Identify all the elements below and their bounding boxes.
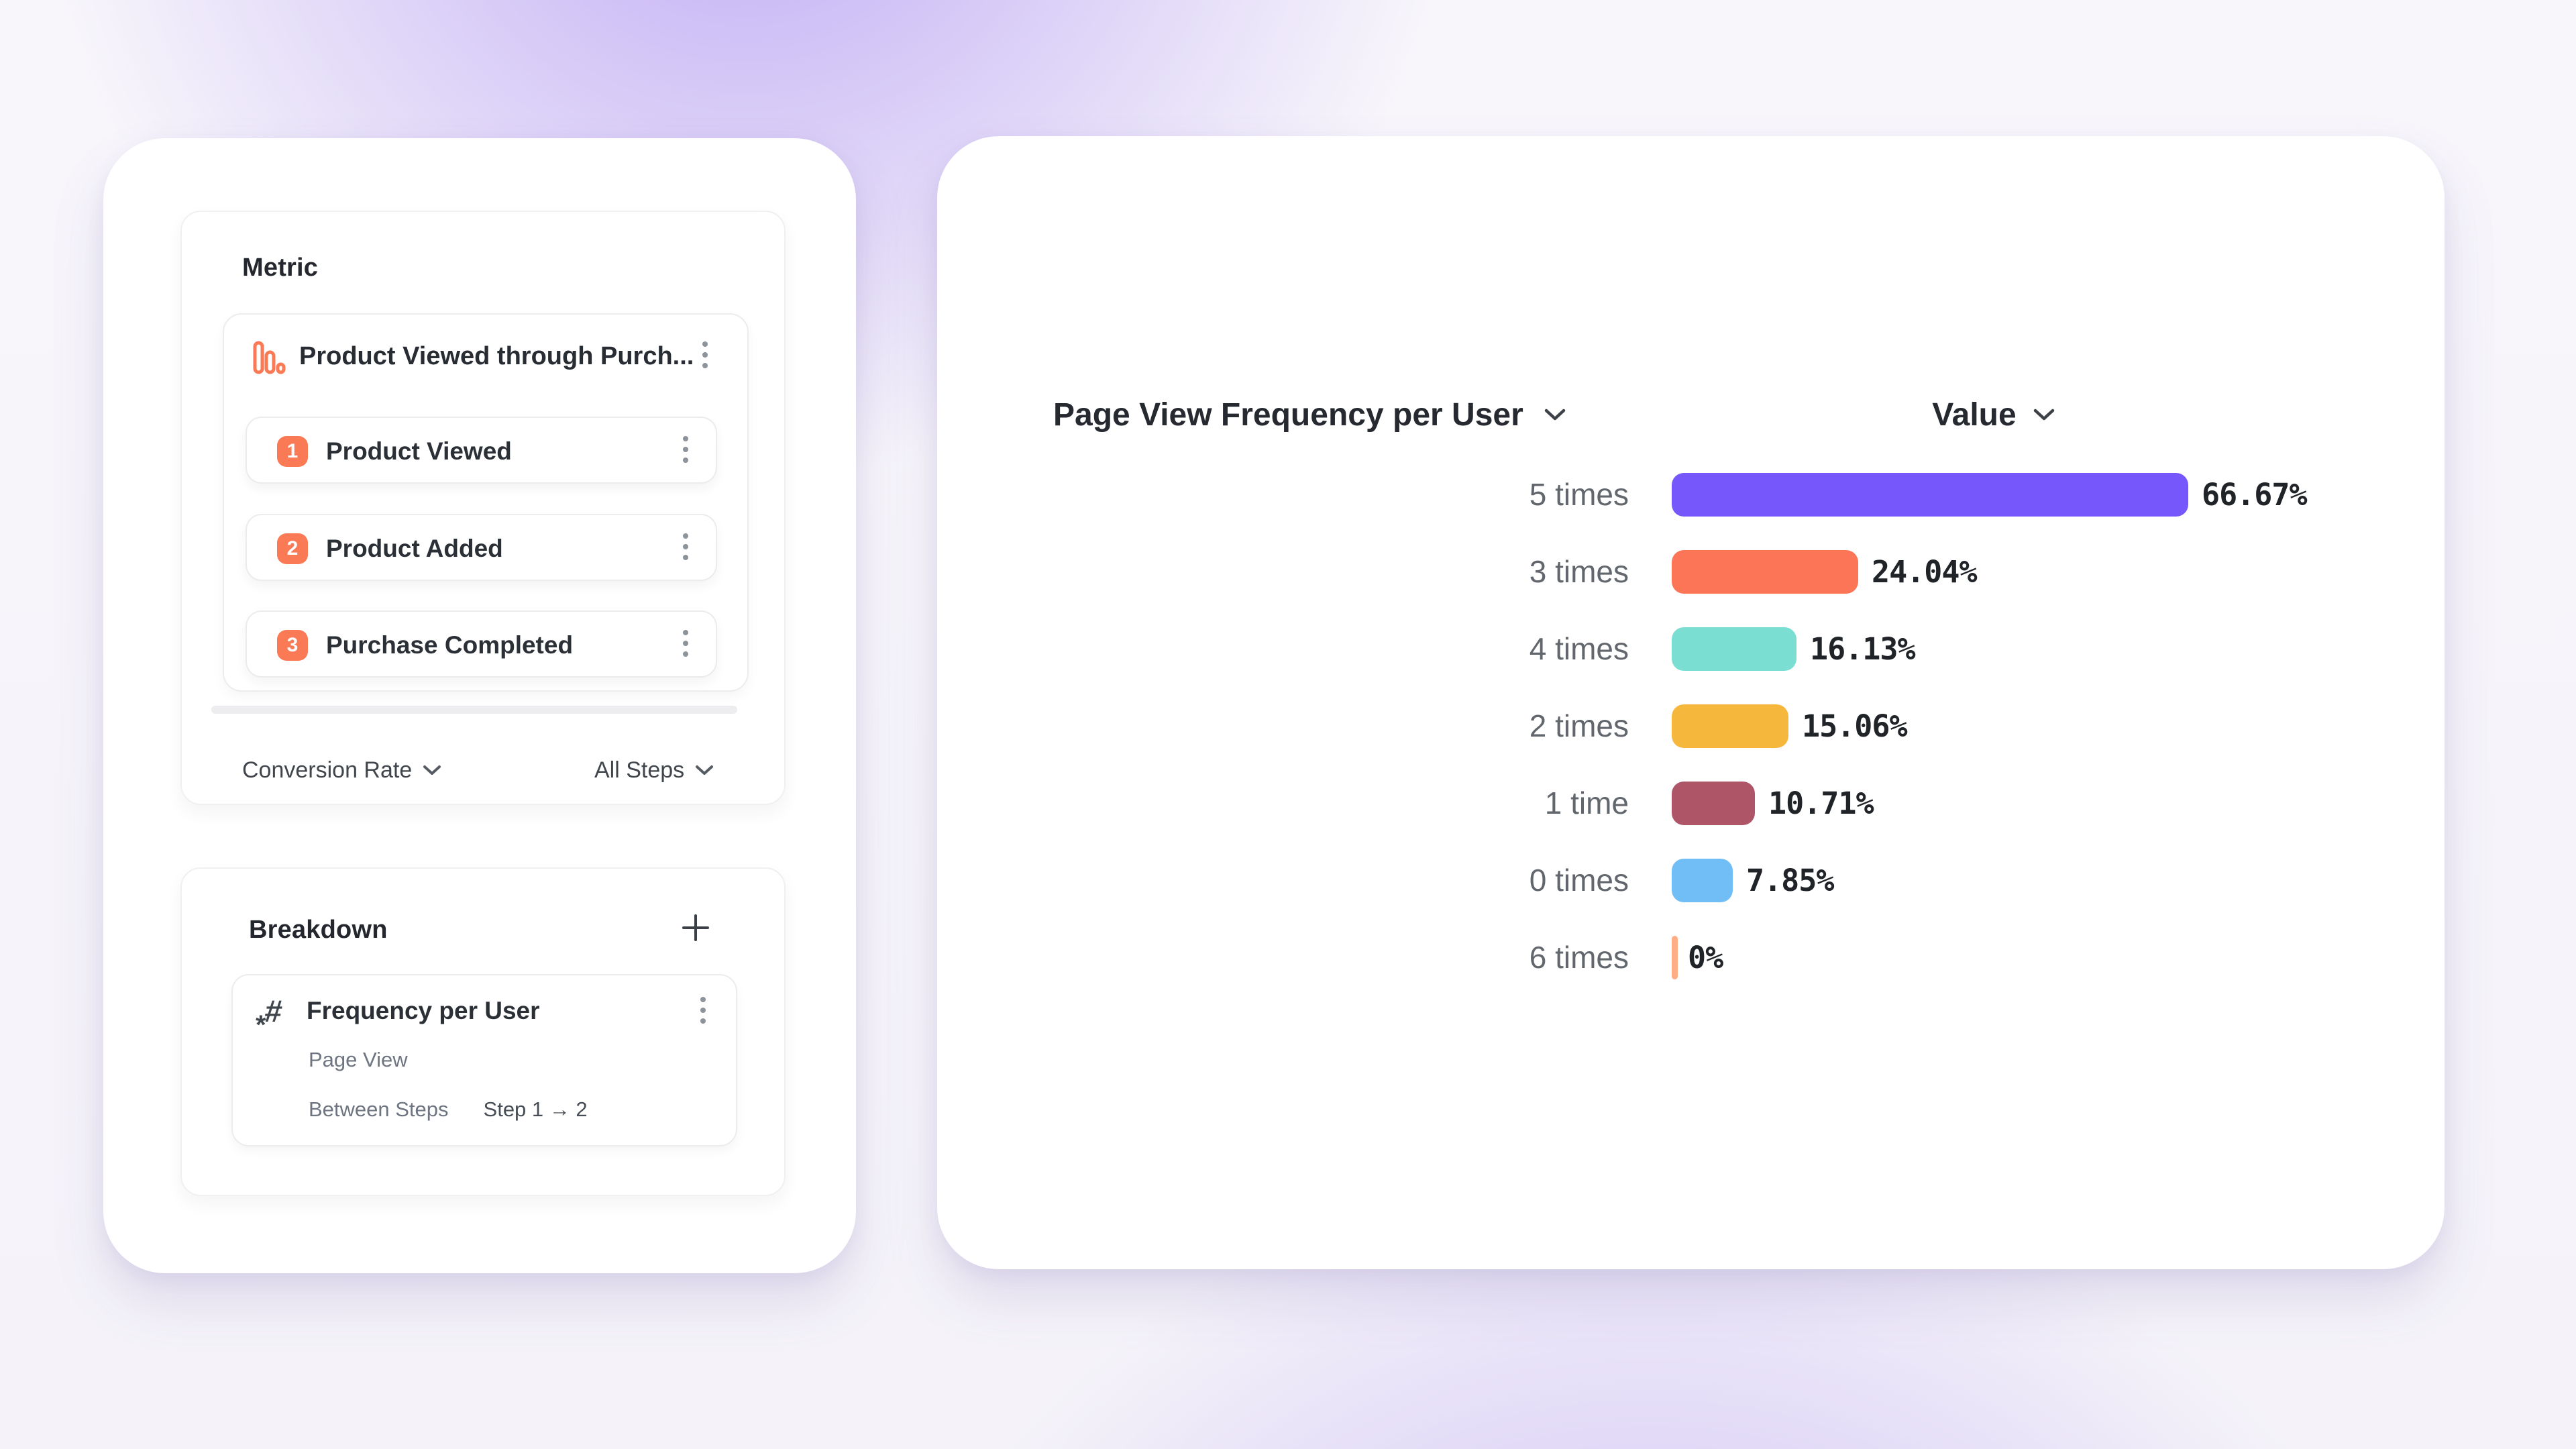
chevron-down-icon <box>2033 409 2054 421</box>
kebab-menu-icon[interactable] <box>682 630 689 657</box>
chart-row: 0 times 7.85% <box>937 859 2445 902</box>
kebab-menu-icon[interactable] <box>682 533 689 560</box>
category-label: 2 times <box>1529 708 1629 743</box>
metric-title: Metric <box>242 254 319 282</box>
funnel-step[interactable]: 3 Purchase Completed <box>246 610 717 678</box>
bar[interactable] <box>1672 627 1796 671</box>
horizontal-scrollbar[interactable] <box>211 706 737 714</box>
bar[interactable] <box>1672 936 1678 979</box>
step-label: Product Added <box>326 535 503 562</box>
chart-row: 6 times 0% <box>937 936 2445 979</box>
value-label: 10.71% <box>1768 786 1874 821</box>
chart-row: 4 times 16.13% <box>937 627 2445 671</box>
value-column-dropdown[interactable]: Value <box>1903 394 2084 435</box>
chart-title: Page View Frequency per User <box>1053 396 1523 433</box>
kebab-menu-icon[interactable] <box>682 436 689 463</box>
category-label: 1 time <box>1544 786 1629 820</box>
step-number-badge: 1 <box>277 436 308 467</box>
category-label: 0 times <box>1529 863 1629 898</box>
chevron-down-icon <box>1544 409 1566 421</box>
metric-card: Metric Product Viewed through Purch... 1… <box>180 211 786 805</box>
between-steps-value: Step 1 → 2 <box>483 1097 588 1121</box>
metric-footer: Conversion Rate All Steps <box>242 750 727 790</box>
bar-chart: 5 times 66.67% 3 times 24.04% 4 times 16.13% 2… <box>937 136 2445 1269</box>
step-number-badge: 2 <box>277 533 308 564</box>
value-label: 7.85% <box>1746 863 1834 898</box>
breakdown-card: Breakdown # * Frequency per User Page Vi… <box>180 867 786 1196</box>
left-panel: Metric Product Viewed through Purch... 1… <box>103 138 856 1273</box>
bar[interactable] <box>1672 473 2188 517</box>
kebab-menu-icon[interactable] <box>700 997 706 1024</box>
breakdown-item-title: Frequency per User <box>307 997 540 1024</box>
bar[interactable] <box>1672 859 1733 902</box>
chart-row: 5 times 66.67% <box>937 473 2445 517</box>
breakdown-item[interactable]: # * Frequency per User Page View Between… <box>231 974 737 1146</box>
category-label: 5 times <box>1529 477 1629 512</box>
kebab-menu-icon[interactable] <box>702 341 708 368</box>
chart-row: 2 times 15.06% <box>937 704 2445 748</box>
between-steps-label: Between Steps <box>309 1097 449 1121</box>
chevron-down-icon <box>423 765 441 775</box>
chart-row: 3 times 24.04% <box>937 550 2445 594</box>
category-label: 4 times <box>1529 631 1629 666</box>
category-label: 6 times <box>1529 940 1629 975</box>
chart-panel: Page View Frequency per User Value 5 tim… <box>937 136 2445 1269</box>
bar[interactable] <box>1672 550 1858 594</box>
value-label: 0% <box>1688 940 1723 975</box>
all-steps-dropdown[interactable]: All Steps <box>594 750 714 790</box>
chart-title-dropdown[interactable]: Page View Frequency per User <box>1053 394 1566 435</box>
breakdown-event-label: Page View <box>309 1048 408 1071</box>
step-label: Purchase Completed <box>326 631 574 659</box>
value-label: 16.13% <box>1810 631 1916 667</box>
funnel-header[interactable]: Product Viewed through Purch... <box>224 339 747 374</box>
step-label: Product Viewed <box>326 437 512 465</box>
value-label: 24.04% <box>1872 554 1978 590</box>
step-number-badge: 3 <box>277 630 308 661</box>
breakdown-title: Breakdown <box>249 916 388 944</box>
chart-row: 1 time 10.71% <box>937 782 2445 825</box>
add-breakdown-button[interactable] <box>680 912 712 944</box>
funnel-step[interactable]: 2 Product Added <box>246 514 717 581</box>
bar[interactable] <box>1672 704 1788 748</box>
conversion-rate-dropdown[interactable]: Conversion Rate <box>242 750 441 790</box>
value-column-header: Value <box>1932 396 2017 433</box>
breakdown-between-steps: Between Steps Step 1 → 2 <box>309 1097 588 1122</box>
funnel-title: Product Viewed through Purch... <box>299 342 694 370</box>
category-label: 3 times <box>1529 554 1629 589</box>
chevron-down-icon <box>696 765 714 775</box>
funnel-chart-icon <box>252 341 286 378</box>
numeric-property-icon: # * <box>256 994 284 1040</box>
bar[interactable] <box>1672 782 1755 825</box>
value-label: 66.67% <box>2202 477 2308 513</box>
value-label: 15.06% <box>1802 708 1908 744</box>
funnel-card: Product Viewed through Purch... 1 Product… <box>223 313 749 692</box>
funnel-step[interactable]: 1 Product Viewed <box>246 417 717 484</box>
